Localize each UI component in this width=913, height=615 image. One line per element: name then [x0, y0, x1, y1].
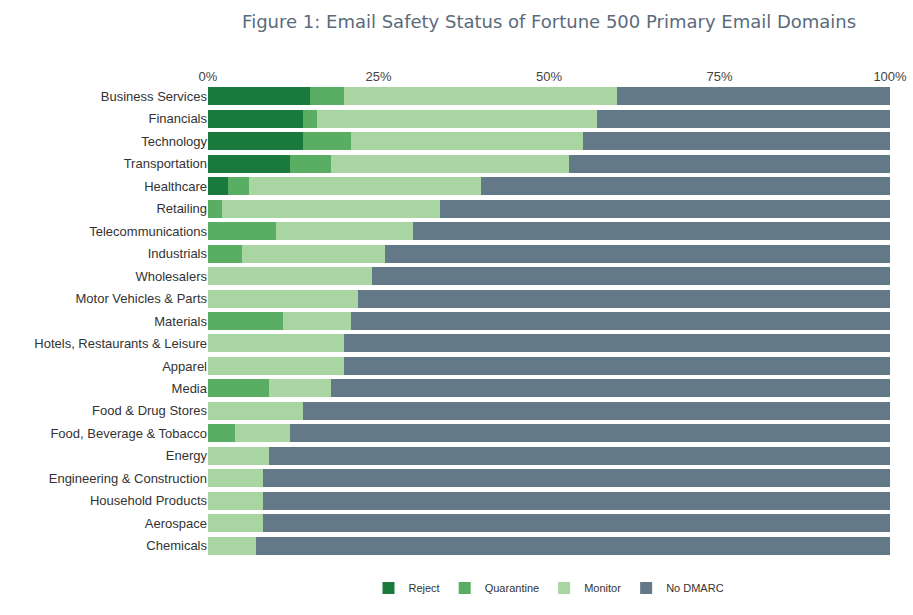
- svg-text:Technology: Technology: [141, 134, 207, 149]
- svg-text:Food & Drug Stores: Food & Drug Stores: [92, 403, 207, 418]
- svg-text:Household Products: Household Products: [90, 493, 208, 508]
- svg-text:75%: 75%: [706, 69, 732, 84]
- svg-text:No DMARC: No DMARC: [666, 582, 724, 594]
- svg-text:Quarantine: Quarantine: [485, 582, 539, 594]
- svg-text:100%: 100%: [873, 69, 907, 84]
- svg-text:Wholesalers: Wholesalers: [135, 269, 207, 284]
- svg-text:Industrials: Industrials: [148, 246, 208, 261]
- svg-text:Monitor: Monitor: [584, 582, 621, 594]
- svg-text:Chemicals: Chemicals: [146, 538, 207, 553]
- svg-text:Hotels, Restaurants & Leisure: Hotels, Restaurants & Leisure: [34, 336, 207, 351]
- svg-text:Transportation: Transportation: [124, 156, 207, 171]
- svg-text:Engineering & Construction: Engineering & Construction: [49, 471, 207, 486]
- svg-text:50%: 50%: [536, 69, 562, 84]
- svg-text:Financials: Financials: [148, 111, 207, 126]
- svg-text:Energy: Energy: [166, 448, 208, 463]
- svg-text:Aerospace: Aerospace: [145, 516, 207, 531]
- svg-text:Materials: Materials: [154, 314, 207, 329]
- svg-text:Telecommunications: Telecommunications: [89, 224, 207, 239]
- svg-text:25%: 25%: [365, 69, 391, 84]
- svg-text:Healthcare: Healthcare: [144, 179, 207, 194]
- svg-text:Figure 1: Email Safety Status: Figure 1: Email Safety Status of Fortune…: [242, 11, 856, 32]
- svg-text:Business Services: Business Services: [101, 89, 208, 104]
- svg-text:Retailing: Retailing: [156, 201, 207, 216]
- svg-text:Reject: Reject: [409, 582, 440, 594]
- svg-text:Apparel: Apparel: [162, 359, 207, 374]
- svg-text:Media: Media: [172, 381, 208, 396]
- svg-text:Food, Beverage & Tobacco: Food, Beverage & Tobacco: [50, 426, 207, 441]
- svg-text:0%: 0%: [199, 69, 218, 84]
- svg-text:Motor Vehicles & Parts: Motor Vehicles & Parts: [76, 291, 208, 306]
